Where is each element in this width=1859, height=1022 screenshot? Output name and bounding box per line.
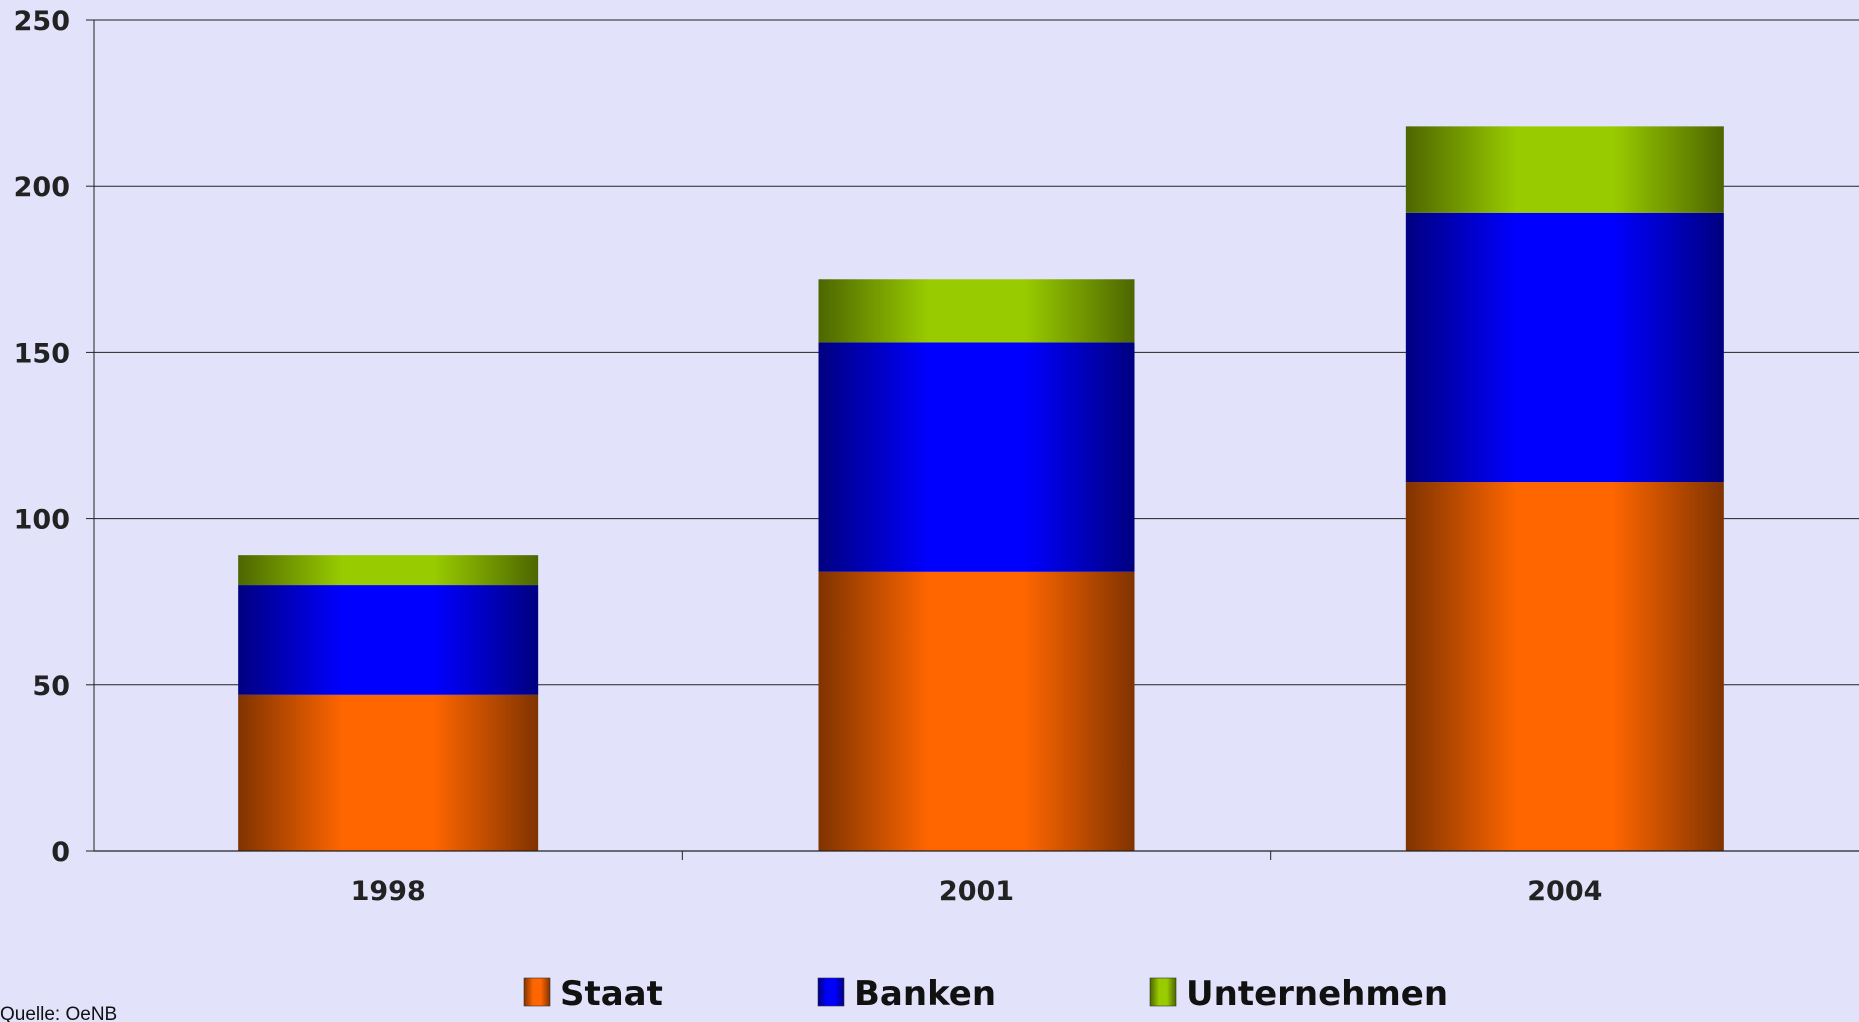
legend-label-unternehmen: Unternehmen	[1186, 974, 1448, 1014]
legend-label-staat: Staat	[560, 974, 663, 1014]
bar-banken-2001	[818, 342, 1135, 572]
bar-banken-2004	[1405, 212, 1724, 483]
bar-unternehmen-2004	[1405, 126, 1724, 213]
x-tick-label: 1998	[351, 876, 426, 907]
y-tick-label: 100	[14, 505, 70, 536]
y-tick-label: 0	[51, 837, 70, 868]
legend-swatch-unternehmen	[1149, 977, 1177, 1007]
x-tick-label: 2004	[1527, 876, 1602, 907]
bar-staat-2001	[818, 571, 1135, 851]
legend: Staat Banken Unternehmen	[523, 974, 1448, 1014]
x-tick-label: 2001	[939, 876, 1014, 907]
bar-staat-2004	[1405, 482, 1724, 851]
legend-label-banken: Banken	[854, 974, 996, 1014]
bars	[238, 126, 1724, 851]
source-note: Quelle: OeNB	[0, 1004, 117, 1022]
y-tick-label: 150	[14, 338, 70, 369]
y-tick-label: 200	[14, 172, 70, 203]
bar-staat-1998	[238, 694, 539, 851]
bar-unternehmen-2001	[818, 279, 1135, 343]
bar-unternehmen-1998	[238, 555, 539, 586]
y-tick-label: 50	[32, 671, 70, 702]
axes: 0 50 100 150 200 250 1998 2001 2004	[14, 6, 1859, 907]
legend-swatch-banken	[817, 977, 845, 1007]
legend-swatch-staat	[523, 977, 551, 1007]
bar-banken-1998	[238, 585, 539, 695]
y-tick-label: 250	[14, 6, 70, 37]
